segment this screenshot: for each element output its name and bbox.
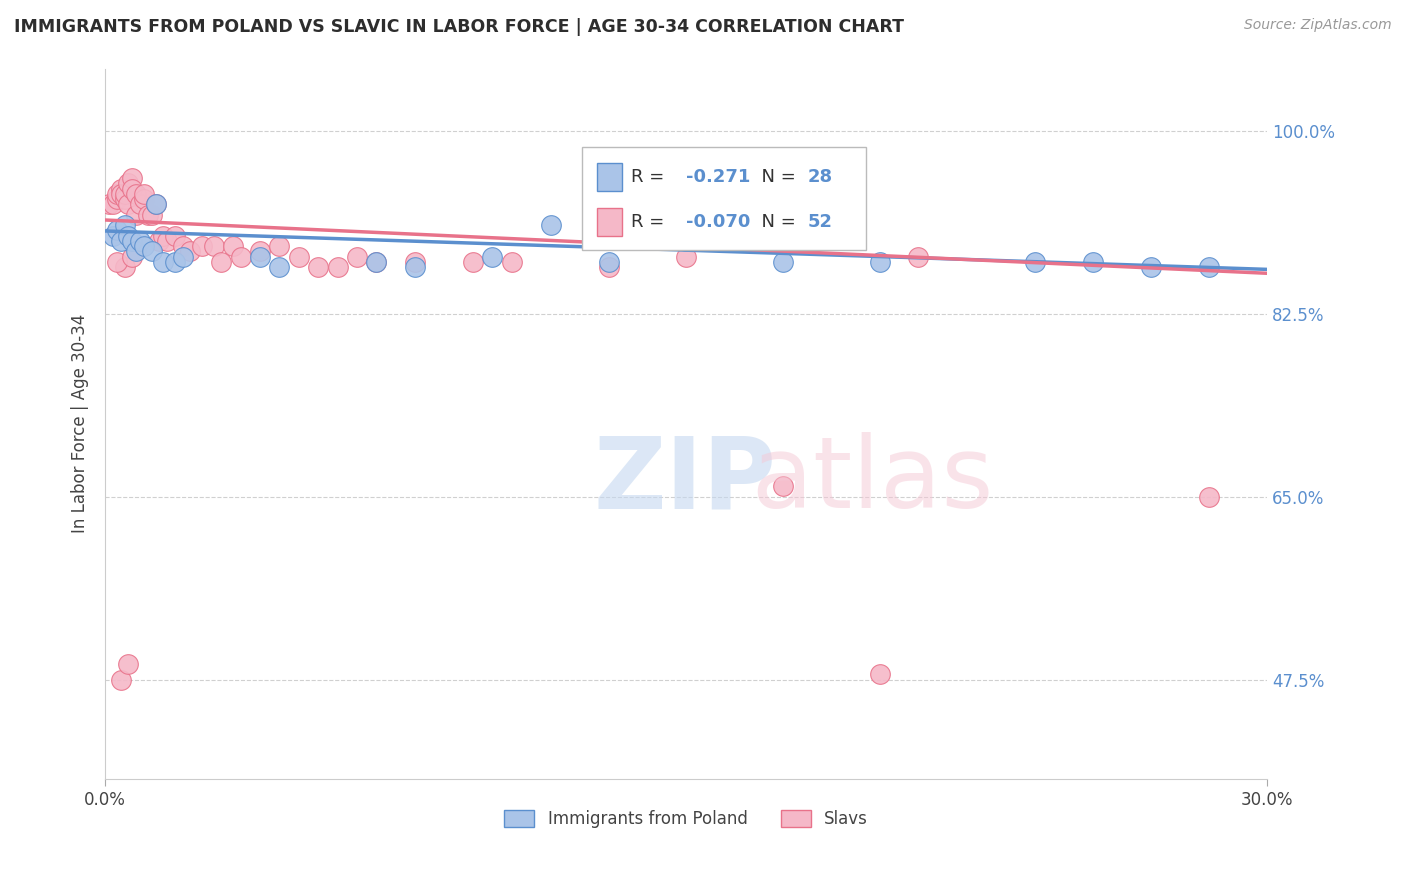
Point: [145, 197, 167, 211]
Point: [132, 239, 155, 253]
Point: [121, 234, 143, 248]
Point: [598, 254, 620, 268]
Point: [172, 250, 194, 264]
Point: [152, 228, 174, 243]
Point: [1198, 260, 1220, 274]
Point: [404, 260, 426, 274]
Point: [125, 186, 148, 201]
Point: [114, 186, 136, 201]
Point: [141, 244, 163, 259]
Point: [145, 197, 167, 211]
Text: R =: R =: [631, 168, 671, 186]
FancyBboxPatch shape: [596, 208, 623, 236]
Point: [772, 479, 794, 493]
Point: [152, 254, 174, 268]
Point: [132, 192, 155, 206]
Point: [307, 260, 329, 274]
Point: [163, 228, 186, 243]
Point: [675, 250, 697, 264]
Point: [110, 186, 132, 201]
Point: [98, 197, 121, 211]
Text: -0.070: -0.070: [686, 213, 751, 231]
Point: [132, 186, 155, 201]
Point: [907, 250, 929, 264]
Point: [229, 250, 252, 264]
Point: [366, 254, 388, 268]
Text: N =: N =: [749, 168, 801, 186]
Text: 28: 28: [808, 168, 834, 186]
Point: [129, 234, 152, 248]
Point: [1024, 254, 1046, 268]
Point: [1198, 490, 1220, 504]
Text: atlas: atlas: [593, 432, 994, 529]
Point: [404, 254, 426, 268]
Point: [461, 254, 484, 268]
Point: [179, 244, 201, 259]
Point: [501, 254, 523, 268]
FancyBboxPatch shape: [596, 163, 623, 191]
Text: R =: R =: [631, 213, 671, 231]
Point: [269, 260, 291, 274]
Point: [129, 197, 152, 211]
Point: [346, 250, 368, 264]
FancyBboxPatch shape: [582, 146, 866, 250]
Point: [101, 228, 124, 243]
Point: [105, 192, 128, 206]
Point: [222, 239, 245, 253]
Point: [105, 254, 128, 268]
Point: [481, 250, 503, 264]
Point: [288, 250, 311, 264]
Point: [114, 260, 136, 274]
Point: [114, 192, 136, 206]
Point: [105, 186, 128, 201]
Point: [121, 250, 143, 264]
Point: [110, 182, 132, 196]
Point: [148, 234, 170, 248]
Y-axis label: In Labor Force | Age 30-34: In Labor Force | Age 30-34: [72, 314, 89, 533]
Point: [114, 218, 136, 232]
Point: [117, 177, 139, 191]
Text: Source: ZipAtlas.com: Source: ZipAtlas.com: [1244, 18, 1392, 32]
Text: ZIP: ZIP: [593, 432, 776, 529]
Text: 52: 52: [808, 213, 832, 231]
Point: [163, 254, 186, 268]
Point: [105, 223, 128, 237]
Point: [125, 208, 148, 222]
Text: -0.271: -0.271: [686, 168, 751, 186]
Point: [136, 208, 159, 222]
Point: [121, 171, 143, 186]
Point: [172, 239, 194, 253]
Point: [772, 254, 794, 268]
Legend: Immigrants from Poland, Slavs: Immigrants from Poland, Slavs: [498, 803, 875, 835]
Point: [125, 244, 148, 259]
Point: [191, 239, 214, 253]
Point: [366, 254, 388, 268]
Point: [269, 239, 291, 253]
Point: [209, 254, 232, 268]
Point: [1081, 254, 1104, 268]
Text: IMMIGRANTS FROM POLAND VS SLAVIC IN LABOR FORCE | AGE 30-34 CORRELATION CHART: IMMIGRANTS FROM POLAND VS SLAVIC IN LABO…: [14, 18, 904, 36]
Point: [141, 208, 163, 222]
Point: [117, 657, 139, 671]
Point: [156, 234, 179, 248]
Point: [869, 667, 891, 681]
Point: [540, 218, 562, 232]
Point: [249, 250, 271, 264]
Point: [117, 197, 139, 211]
Point: [110, 673, 132, 687]
Point: [869, 254, 891, 268]
Point: [110, 234, 132, 248]
Point: [202, 239, 225, 253]
Point: [1139, 260, 1161, 274]
Point: [121, 182, 143, 196]
Point: [326, 260, 349, 274]
Point: [117, 228, 139, 243]
Point: [249, 244, 271, 259]
Point: [101, 197, 124, 211]
Text: N =: N =: [749, 213, 801, 231]
Point: [598, 260, 620, 274]
Point: [675, 234, 697, 248]
